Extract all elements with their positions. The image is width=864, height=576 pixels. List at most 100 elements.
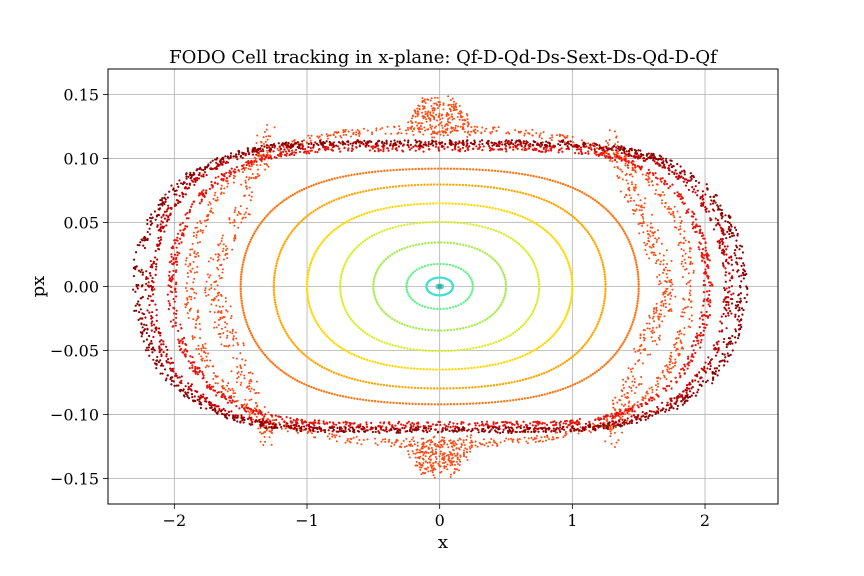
scatter-point — [210, 207, 213, 210]
scatter-point — [561, 134, 564, 137]
scatter-point — [240, 268, 244, 271]
scatter-point — [234, 392, 237, 395]
scatter-point — [330, 200, 333, 203]
scatter-point — [340, 274, 343, 278]
scatter-point — [582, 345, 585, 348]
scatter-point — [701, 322, 704, 325]
scatter-point — [507, 438, 510, 441]
scatter-point — [507, 188, 511, 192]
scatter-point — [456, 402, 459, 406]
scatter-point — [565, 257, 569, 260]
scatter-point — [348, 376, 351, 380]
scatter-point — [481, 250, 484, 253]
scatter-point — [658, 283, 661, 286]
scatter-point — [502, 271, 505, 275]
scatter-point — [666, 366, 669, 369]
scatter-point — [583, 227, 587, 230]
scatter-point — [650, 213, 653, 216]
scatter-point — [230, 370, 233, 373]
scatter-point — [610, 412, 613, 415]
scatter-point — [449, 110, 452, 113]
scatter-point — [346, 313, 350, 317]
scatter-point — [403, 246, 406, 250]
scatter-point — [181, 232, 184, 235]
scatter-point — [242, 261, 245, 264]
scatter-point — [208, 201, 211, 204]
scatter-point — [281, 370, 284, 373]
scatter-point — [624, 164, 627, 167]
scatter-point — [670, 207, 673, 210]
scatter-point — [365, 423, 368, 426]
scatter-point — [188, 295, 191, 298]
scatter-point — [316, 207, 319, 210]
scatter-point — [411, 298, 415, 302]
scatter-point — [250, 398, 253, 401]
scatter-point — [466, 135, 469, 138]
scatter-point — [344, 128, 347, 131]
scatter-point — [309, 139, 312, 142]
scatter-point — [427, 117, 430, 120]
scatter-point — [173, 300, 176, 303]
scatter-point — [284, 330, 287, 333]
scatter-point — [689, 285, 692, 288]
scatter-point — [585, 193, 588, 197]
scatter-point — [216, 182, 219, 185]
scatter-point — [391, 384, 395, 388]
scatter-point — [174, 324, 177, 327]
scatter-point — [455, 443, 458, 446]
scatter-point — [415, 268, 419, 271]
scatter-point — [629, 199, 632, 202]
scatter-point — [244, 194, 247, 197]
scatter-point — [451, 446, 454, 449]
scatter-point — [682, 265, 685, 268]
scatter-point — [466, 272, 469, 275]
scatter-point — [697, 342, 700, 345]
scatter-point — [189, 269, 192, 272]
scatter-point — [300, 188, 304, 192]
scatter-point — [417, 243, 421, 246]
scatter-point — [621, 170, 624, 173]
scatter-point — [280, 425, 283, 429]
scatter-point — [592, 144, 595, 147]
scatter-point — [551, 179, 554, 182]
scatter-point — [648, 316, 651, 319]
scatter-point — [488, 146, 492, 149]
scatter-point — [323, 203, 326, 207]
scatter-point — [469, 436, 472, 439]
scatter-point — [609, 159, 611, 162]
scatter-point — [473, 246, 476, 250]
scatter-point — [276, 312, 280, 316]
scatter-point — [625, 336, 628, 339]
scatter-point — [458, 327, 462, 330]
scatter-point — [698, 317, 702, 320]
scatter-point — [200, 192, 203, 195]
scatter-point — [638, 348, 641, 351]
scatter-point — [500, 231, 503, 235]
scatter-point — [428, 368, 432, 371]
scatter-point — [461, 119, 464, 122]
scatter-point — [656, 380, 659, 383]
scatter-point — [569, 271, 573, 274]
scatter-point — [667, 187, 670, 190]
scatter-point — [403, 204, 407, 207]
scatter-point — [260, 432, 263, 435]
scatter-point — [342, 375, 346, 378]
scatter-point — [226, 401, 230, 404]
scatter-point — [632, 414, 635, 417]
scatter-point — [492, 384, 496, 387]
scatter-point — [275, 262, 278, 265]
scatter-point — [420, 466, 423, 469]
scatter-point — [668, 211, 671, 214]
scatter-point — [356, 325, 359, 328]
scatter-point — [648, 240, 651, 243]
scatter-point — [173, 288, 177, 291]
scatter-point — [241, 156, 244, 160]
scatter-point — [232, 395, 235, 398]
scatter-point — [229, 173, 232, 176]
scatter-point — [428, 202, 432, 205]
scatter-point — [215, 304, 218, 307]
scatter-point — [343, 348, 346, 352]
scatter-point — [426, 98, 429, 101]
scatter-point — [428, 461, 431, 464]
scatter-point — [623, 338, 627, 341]
